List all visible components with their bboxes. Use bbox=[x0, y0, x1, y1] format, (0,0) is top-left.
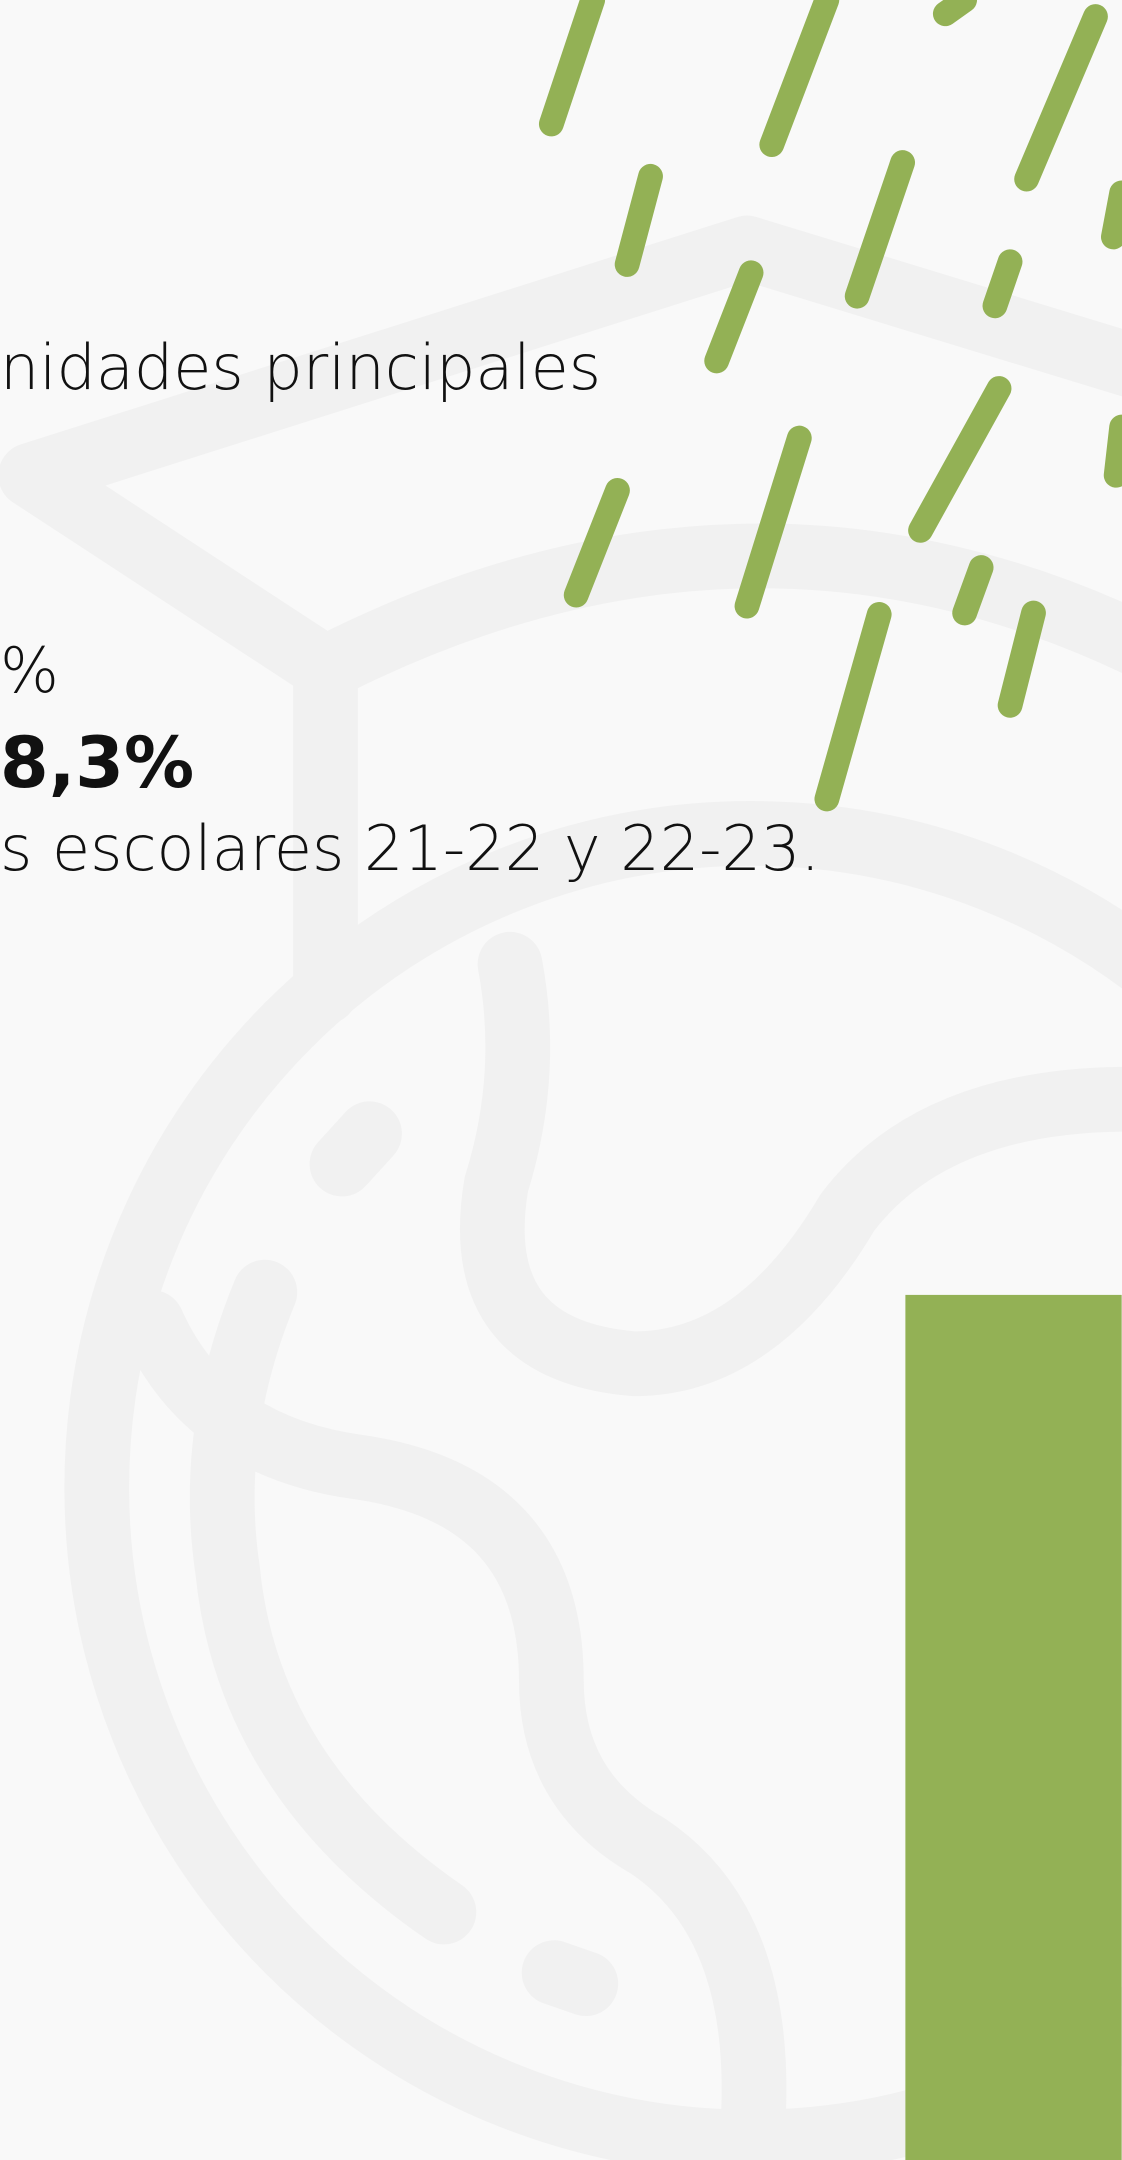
highlight-number: 8,3% bbox=[0, 722, 195, 804]
text-line: % bbox=[0, 634, 59, 707]
green-panel bbox=[905, 1294, 1122, 2160]
rain-drops bbox=[538, 0, 1122, 812]
text-line: nidades principales bbox=[0, 331, 602, 404]
text-line: s escolares 21-22 y 22-23. bbox=[0, 812, 821, 885]
globe-cap-icon bbox=[0, 215, 1122, 2160]
